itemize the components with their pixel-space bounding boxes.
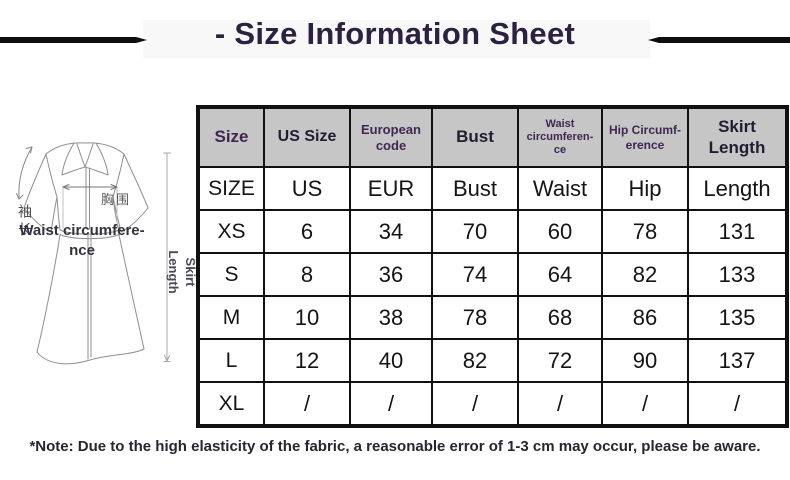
value-cell: Length bbox=[687, 166, 788, 211]
value-cell: / bbox=[517, 381, 603, 427]
sleeve-measure-arrow bbox=[16, 146, 33, 200]
value-cell: 12 bbox=[263, 338, 351, 383]
skirt-length-label: Skirt Length bbox=[166, 250, 198, 294]
column-header-hip-circumference: Hip Circumf- erence bbox=[601, 106, 689, 168]
page-title: - Size Information Sheet bbox=[214, 16, 576, 51]
value-cell: / bbox=[601, 381, 689, 427]
size-cell: L bbox=[197, 338, 265, 383]
value-cell: 90 bbox=[601, 338, 689, 383]
value-cell: 86 bbox=[601, 295, 689, 340]
table-row-units: SIZE US EUR Bust Waist Hip Length bbox=[197, 166, 788, 211]
value-cell: EUR bbox=[349, 166, 433, 211]
size-cell: S bbox=[197, 252, 265, 297]
table-header-row: Size US Size European code Bust Waist ci… bbox=[197, 106, 788, 168]
value-cell: 64 bbox=[517, 252, 603, 297]
skirt-length-measure-line bbox=[163, 152, 171, 362]
value-cell: 131 bbox=[687, 209, 788, 254]
value-cell: 6 bbox=[263, 209, 351, 254]
title-background-band bbox=[143, 20, 650, 58]
column-header-bust: Bust bbox=[431, 106, 519, 168]
value-cell: / bbox=[431, 381, 519, 427]
column-header-us-size: US Size bbox=[263, 106, 351, 168]
value-cell: 133 bbox=[687, 252, 788, 297]
value-cell: 34 bbox=[349, 209, 433, 254]
bust-measure-arrow bbox=[62, 184, 118, 190]
value-cell: 36 bbox=[349, 252, 433, 297]
value-cell: 38 bbox=[349, 295, 433, 340]
table-row-xs: XS 6 34 70 60 78 131 bbox=[197, 209, 788, 254]
value-cell: / bbox=[263, 381, 351, 427]
value-cell: 82 bbox=[431, 338, 519, 383]
table-row-m: M 10 38 78 68 86 135 bbox=[197, 295, 788, 340]
value-cell: Bust bbox=[431, 166, 519, 211]
value-cell: 70 bbox=[431, 209, 519, 254]
value-cell: / bbox=[687, 381, 788, 427]
value-cell: 78 bbox=[601, 209, 689, 254]
value-cell: 82 bbox=[601, 252, 689, 297]
value-cell: 135 bbox=[687, 295, 788, 340]
value-cell: Waist bbox=[517, 166, 603, 211]
table-row-xl: XL / / / / / / bbox=[197, 381, 788, 427]
value-cell: 137 bbox=[687, 338, 788, 383]
dress-measurement-diagram bbox=[16, 142, 171, 365]
value-cell: 78 bbox=[431, 295, 519, 340]
title-right-rule bbox=[648, 37, 790, 43]
value-cell: 60 bbox=[517, 209, 603, 254]
value-cell: US bbox=[263, 166, 351, 211]
column-header-skirt-length: Skirt Length bbox=[687, 106, 788, 168]
waist-circumference-label: Waist circumfere- nce bbox=[19, 222, 145, 259]
size-cell: XS bbox=[197, 209, 265, 254]
value-cell: Hip bbox=[601, 166, 689, 211]
value-cell: / bbox=[349, 381, 433, 427]
sleeve-length-label-cn: 袖长 bbox=[16, 204, 32, 240]
value-cell: 10 bbox=[263, 295, 351, 340]
column-header-size: Size bbox=[197, 106, 265, 168]
value-cell: 40 bbox=[349, 338, 433, 383]
bust-label-cn: 胸围 bbox=[101, 193, 132, 208]
table-row-l: L 12 40 82 72 90 137 bbox=[197, 338, 788, 383]
value-cell: 68 bbox=[517, 295, 603, 340]
column-header-waist-circumference: Waist circumferen- ce bbox=[517, 106, 603, 168]
title-left-rule bbox=[0, 37, 147, 43]
size-cell: M bbox=[197, 295, 265, 340]
size-cell: SIZE bbox=[197, 166, 265, 211]
column-header-european-code: European code bbox=[349, 106, 433, 168]
table-row-s: S 8 36 74 64 82 133 bbox=[197, 252, 788, 297]
value-cell: 8 bbox=[263, 252, 351, 297]
value-cell: 72 bbox=[517, 338, 603, 383]
size-cell: XL bbox=[197, 381, 265, 427]
size-table: Size US Size European code Bust Waist ci… bbox=[196, 105, 789, 428]
value-cell: 74 bbox=[431, 252, 519, 297]
elasticity-note: *Note: Due to the high elasticity of the… bbox=[29, 438, 761, 455]
